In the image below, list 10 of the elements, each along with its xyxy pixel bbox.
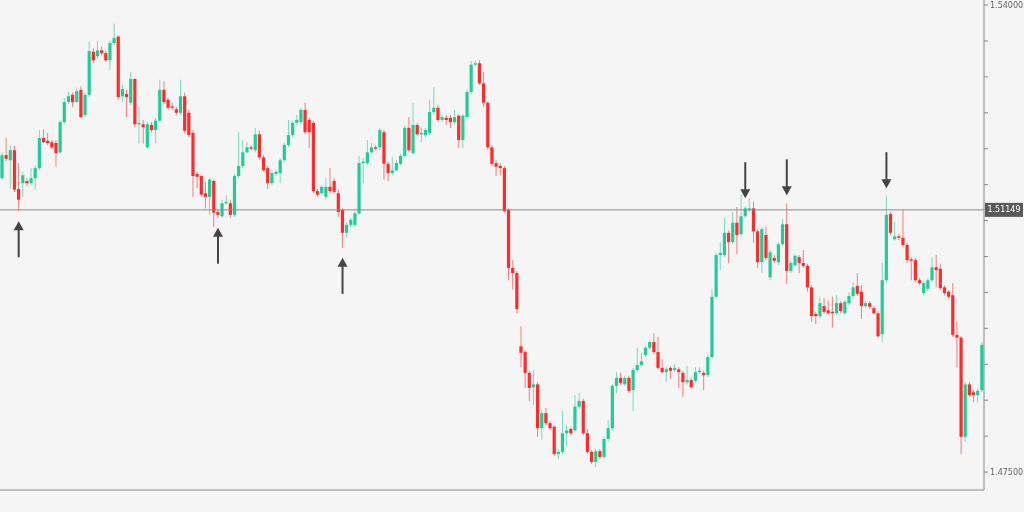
candlestick <box>440 114 444 123</box>
candlestick <box>577 392 581 410</box>
candlestick <box>245 141 249 155</box>
y-tick-label: 1.54000 <box>990 0 1024 10</box>
candlestick <box>822 297 826 315</box>
y-tick-label: 1.47500 <box>990 467 1024 477</box>
ref-line-label: 1.51149 <box>987 205 1021 215</box>
candlestick <box>25 177 29 187</box>
candlestick <box>249 144 253 151</box>
candlestick <box>29 167 33 186</box>
